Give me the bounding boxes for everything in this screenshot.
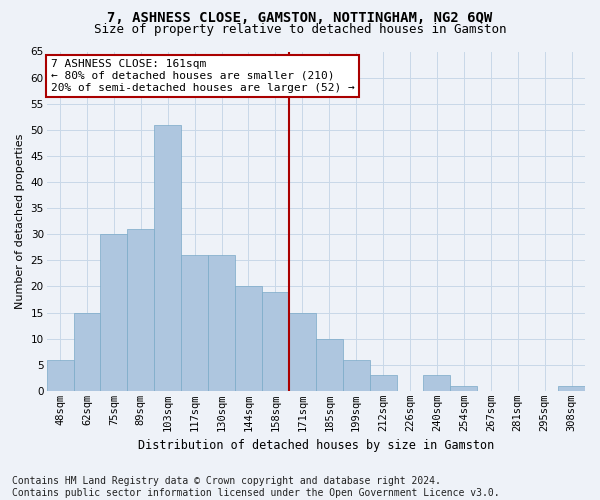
Bar (100, 234, 127, 391)
Bar (424, 375, 451, 391)
Y-axis label: Number of detached properties: Number of detached properties (15, 134, 25, 309)
Bar (262, 292, 289, 391)
Bar (343, 360, 370, 391)
Bar (127, 229, 154, 391)
Bar (154, 124, 181, 391)
Bar (370, 375, 397, 391)
Bar (181, 255, 208, 391)
Text: Contains HM Land Registry data © Crown copyright and database right 2024.
Contai: Contains HM Land Registry data © Crown c… (12, 476, 500, 498)
Bar (208, 255, 235, 391)
Bar (235, 286, 262, 391)
Text: 7, ASHNESS CLOSE, GAMSTON, NOTTINGHAM, NG2 6QW: 7, ASHNESS CLOSE, GAMSTON, NOTTINGHAM, N… (107, 11, 493, 25)
Bar (47, 360, 74, 391)
X-axis label: Distribution of detached houses by size in Gamston: Distribution of detached houses by size … (137, 440, 494, 452)
Text: 7 ASHNESS CLOSE: 161sqm
← 80% of detached houses are smaller (210)
20% of semi-d: 7 ASHNESS CLOSE: 161sqm ← 80% of detache… (50, 60, 355, 92)
Bar (74, 312, 100, 391)
Text: Size of property relative to detached houses in Gamston: Size of property relative to detached ho… (94, 22, 506, 36)
Bar (558, 386, 585, 391)
Bar (316, 338, 343, 391)
Bar (289, 312, 316, 391)
Bar (451, 386, 478, 391)
